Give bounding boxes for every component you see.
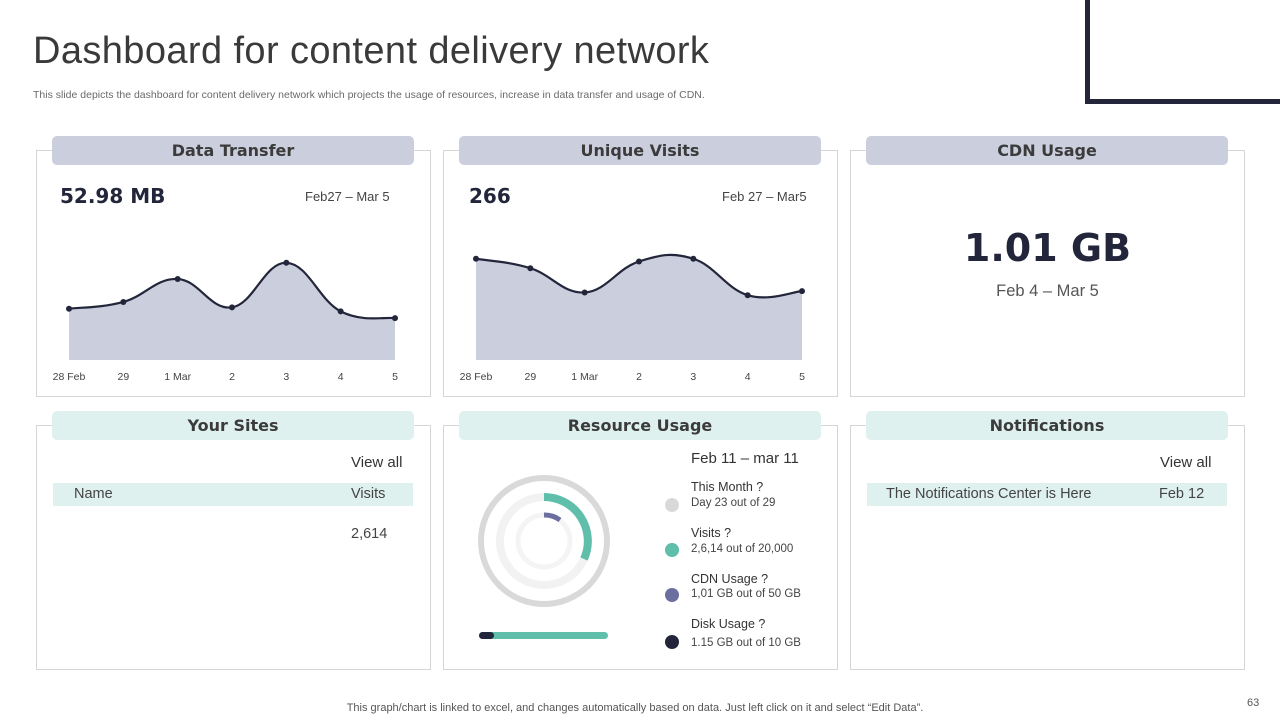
ring-cdn-arc	[543, 512, 562, 523]
visits-detail: 2,6,14 out of 20,000	[691, 543, 794, 555]
this-month-dot-icon	[665, 498, 679, 512]
resource-usage-header: Resource Usage	[459, 411, 821, 440]
disk-usage-bar-track	[479, 632, 608, 639]
x-tick-label: 29	[524, 371, 536, 383]
column-header-name: Name	[74, 486, 113, 502]
your-sites-view-all-link[interactable]: View all	[351, 454, 403, 471]
page-subtitle: This slide depicts the dashboard for con…	[33, 89, 705, 101]
chart-data-point	[473, 255, 479, 262]
chart-data-point	[690, 255, 697, 262]
resource-usage-panel	[443, 425, 838, 670]
cdn-usage-dot-icon	[665, 588, 679, 602]
unique-visits-chart: 28 Feb 29 1 Mar 2 3 4 5	[460, 253, 805, 383]
notification-date: Feb 12	[1159, 486, 1205, 502]
data-transfer-range: Feb27 – Mar 5	[305, 189, 390, 204]
chart-data-point	[392, 315, 398, 322]
chart-data-point	[283, 259, 290, 266]
data-transfer-chart: 28 Feb 29 1 Mar 2 3 4 5	[53, 259, 398, 383]
chart-data-point	[229, 304, 235, 311]
this-month-label[interactable]: This Month ?	[691, 480, 764, 494]
your-sites-header: Your Sites	[52, 411, 414, 440]
disk-usage-label[interactable]: Disk Usage ?	[691, 617, 766, 631]
data-transfer-header: Data Transfer	[52, 136, 414, 165]
notification-item[interactable]: The Notifications Center is Here Feb 12	[867, 483, 1227, 506]
unique-visits-range: Feb 27 – Mar5	[722, 189, 807, 204]
disk-usage-dot-icon	[665, 635, 679, 649]
x-tick-label: 28 Feb	[460, 371, 493, 383]
visits-dot-icon	[665, 543, 679, 557]
cdn-usage-panel	[850, 150, 1245, 397]
disk-usage-detail: 1.15 GB out of 10 GB	[691, 637, 801, 649]
unique-visits-value: 266	[469, 184, 511, 208]
chart-data-point	[120, 298, 127, 305]
footer-note: This graph/chart is linked to excel, and…	[346, 702, 924, 714]
disk-usage-bar-fill	[479, 632, 494, 639]
x-tick-label: 5	[799, 371, 805, 383]
data-transfer-value: 52.98 MB	[60, 184, 166, 208]
ring-visits-arc	[543, 493, 592, 561]
chart-data-point	[174, 276, 181, 282]
unique-visits-header: Unique Visits	[459, 136, 821, 165]
ring-cdn-track	[515, 512, 573, 570]
column-header-visits: Visits	[351, 486, 386, 502]
chart-data-point	[527, 265, 534, 272]
chart-data-point	[744, 292, 751, 299]
visits-label[interactable]: Visits ?	[691, 526, 732, 540]
cdn-usage-range: Feb 4 – Mar 5	[996, 282, 1099, 300]
chart-data-point	[581, 289, 588, 296]
x-tick-label: 3	[690, 371, 696, 383]
site-visits-cell: 2,614	[351, 526, 388, 542]
your-sites-table-header: Name Visits	[53, 483, 413, 506]
this-month-detail: Day 23 out of 29	[691, 497, 776, 509]
x-tick-label: 1 Mar	[571, 371, 598, 383]
corner-frame-decoration	[1085, 0, 1280, 104]
resource-usage-ring-chart	[478, 475, 610, 607]
resource-usage-range: Feb 11 – mar 11	[691, 450, 799, 467]
cdn-usage-header: CDN Usage	[866, 136, 1228, 165]
x-tick-label: 5	[392, 371, 398, 383]
x-tick-label: 1 Mar	[164, 371, 191, 383]
page-title: Dashboard for content delivery network	[33, 30, 710, 72]
x-tick-label: 3	[283, 371, 289, 383]
notifications-panel	[850, 425, 1245, 670]
x-tick-label: 2	[229, 371, 235, 383]
x-tick-label: 4	[338, 371, 344, 383]
ring-month-track	[478, 475, 610, 607]
chart-area-fill	[476, 254, 802, 360]
chart-data-point	[66, 305, 72, 312]
chart-area-fill	[69, 262, 395, 360]
x-tick-label: 4	[745, 371, 751, 383]
notifications-view-all-link[interactable]: View all	[1160, 454, 1212, 471]
page-number: 63	[1247, 697, 1260, 709]
cdn-usage-label[interactable]: CDN Usage ?	[691, 572, 769, 586]
x-tick-label: 29	[117, 371, 129, 383]
chart-data-point	[636, 258, 642, 265]
cdn-usage-value: 1.01 GB	[963, 226, 1132, 270]
notifications-header: Notifications	[866, 411, 1228, 440]
x-tick-label: 28 Feb	[53, 371, 86, 383]
chart-data-point	[337, 308, 344, 315]
x-tick-label: 2	[636, 371, 642, 383]
notification-text: The Notifications Center is Here	[886, 486, 1092, 502]
chart-data-point	[799, 288, 805, 295]
cdn-usage-detail: 1,01 GB out of 50 GB	[691, 588, 801, 600]
